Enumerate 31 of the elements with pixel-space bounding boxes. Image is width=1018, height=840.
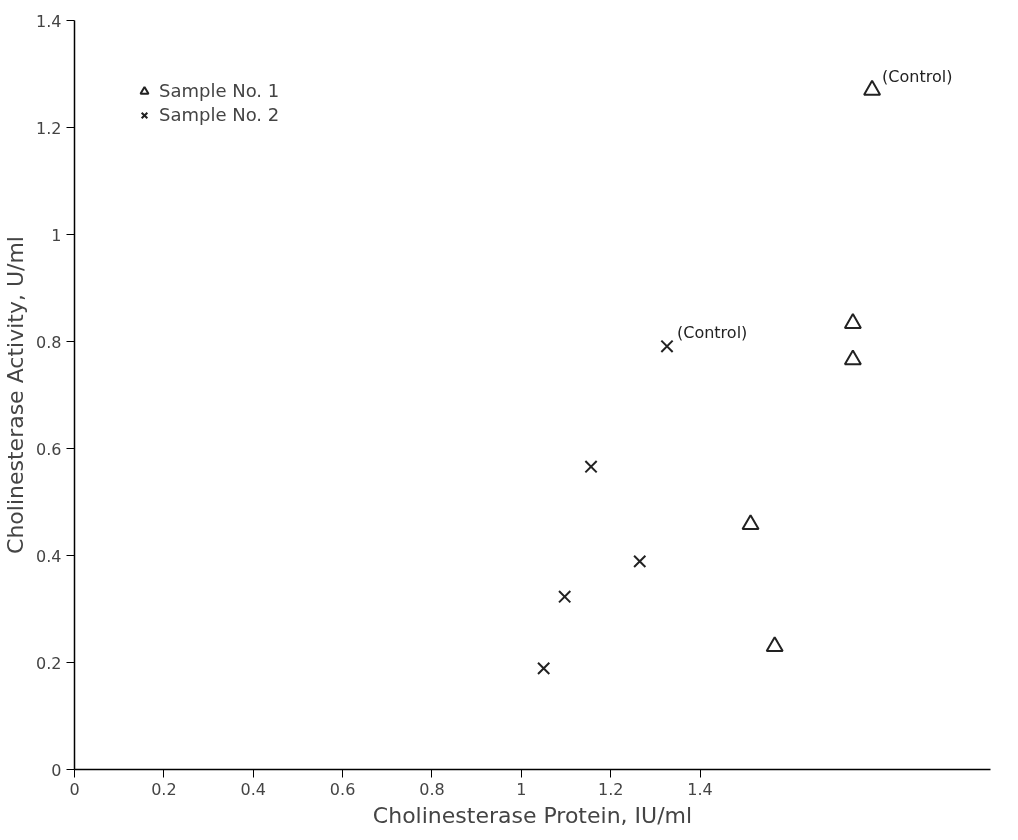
point: [633, 554, 647, 569]
x-tick-label: 1.4: [687, 779, 713, 799]
x-tick-label: 0.8: [419, 779, 445, 799]
legend-label: Sample No. 2: [159, 104, 280, 125]
point: [660, 339, 674, 353]
y-tick-label: 0.6: [36, 439, 62, 459]
x-tick-label: 0.2: [151, 779, 177, 799]
x-tick-label: 1.2: [597, 779, 624, 799]
x-tick-label: 0.4: [240, 779, 266, 799]
y-tick-label: 0.4: [36, 546, 62, 566]
y-tick-label: 1.2: [36, 118, 62, 138]
y-tick-label: 1.4: [36, 11, 62, 31]
x-tick-label: 0.6: [329, 779, 356, 799]
point: [863, 79, 882, 96]
point: [843, 313, 862, 329]
x-tick-label: 1: [516, 779, 527, 799]
legend-label: Sample No. 1: [159, 80, 280, 101]
y-tick-label: 0: [51, 760, 62, 780]
point: [741, 514, 760, 531]
y-tick-label: 0.2: [36, 653, 62, 673]
x-tick-label: 0: [69, 779, 80, 799]
annotation: (Control): [677, 323, 748, 343]
x-axis-title: Cholinesterase Protein, IU/ml: [372, 802, 693, 828]
y-axis-title: Cholinesterase Activity, U/ml: [3, 236, 29, 554]
point: [558, 590, 572, 604]
y-tick-label: 0.8: [36, 332, 62, 352]
point: [537, 661, 551, 676]
point: [584, 460, 598, 474]
y-tick-label: 1: [51, 225, 62, 245]
annotation: (Control): [882, 67, 953, 87]
point: [843, 349, 862, 366]
